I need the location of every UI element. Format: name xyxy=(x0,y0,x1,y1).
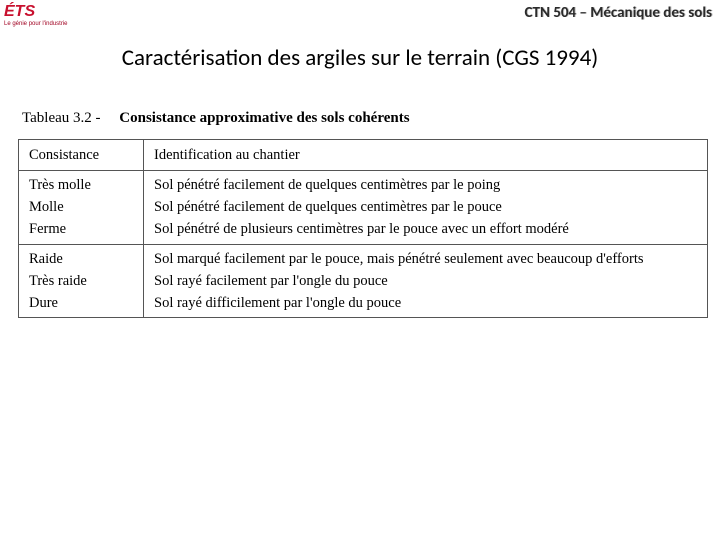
cell-identification: Sol rayé difficilement par l'ongle du po… xyxy=(144,292,708,318)
caption-prefix: Tableau 3.2 - xyxy=(22,110,101,126)
table-row: Très molle Sol pénétré facilement de que… xyxy=(19,171,708,197)
cell-consistance: Raide xyxy=(19,244,144,270)
cell-identification: Sol marqué facilement par le pouce, mais… xyxy=(144,244,708,270)
scanned-table-region: Tableau 3.2 - Consistance approximative … xyxy=(18,110,708,318)
table-row: Dure Sol rayé difficilement par l'ongle … xyxy=(19,292,708,318)
table-row: Molle Sol pénétré facilement de quelques… xyxy=(19,196,708,218)
caption-body: Consistance approximative des sols cohér… xyxy=(119,110,409,126)
course-code: CTN 504 – Mécanique des sols xyxy=(525,4,713,22)
soil-consistency-table: Consistance Identification au chantier T… xyxy=(18,139,708,318)
cell-consistance: Molle xyxy=(19,196,144,218)
table-row: Ferme Sol pénétré de plusieurs centimètr… xyxy=(19,218,708,244)
header-consistance: Consistance xyxy=(19,140,144,171)
logo-mark: ÉTS xyxy=(4,4,68,20)
cell-identification: Sol pénétré facilement de quelques centi… xyxy=(144,171,708,197)
logo-tagline: Le génie pour l'industrie xyxy=(4,21,68,27)
table-row: Raide Sol marqué facilement par le pouce… xyxy=(19,244,708,270)
page-title: Caractérisation des argiles sur le terra… xyxy=(0,44,720,72)
cell-consistance: Dure xyxy=(19,292,144,318)
cell-consistance: Très raide xyxy=(19,270,144,292)
cell-consistance: Très molle xyxy=(19,171,144,197)
cell-identification: Sol pénétré de plusieurs centimètres par… xyxy=(144,218,708,244)
cell-consistance: Ferme xyxy=(19,218,144,244)
table-caption: Tableau 3.2 - Consistance approximative … xyxy=(18,110,708,127)
table-header-row: Consistance Identification au chantier xyxy=(19,140,708,171)
cell-identification: Sol rayé facilement par l'ongle du pouce xyxy=(144,270,708,292)
ets-logo: ÉTS Le génie pour l'industrie xyxy=(4,4,68,27)
header-identification: Identification au chantier xyxy=(144,140,708,171)
table-row: Très raide Sol rayé facilement par l'ong… xyxy=(19,270,708,292)
cell-identification: Sol pénétré facilement de quelques centi… xyxy=(144,196,708,218)
